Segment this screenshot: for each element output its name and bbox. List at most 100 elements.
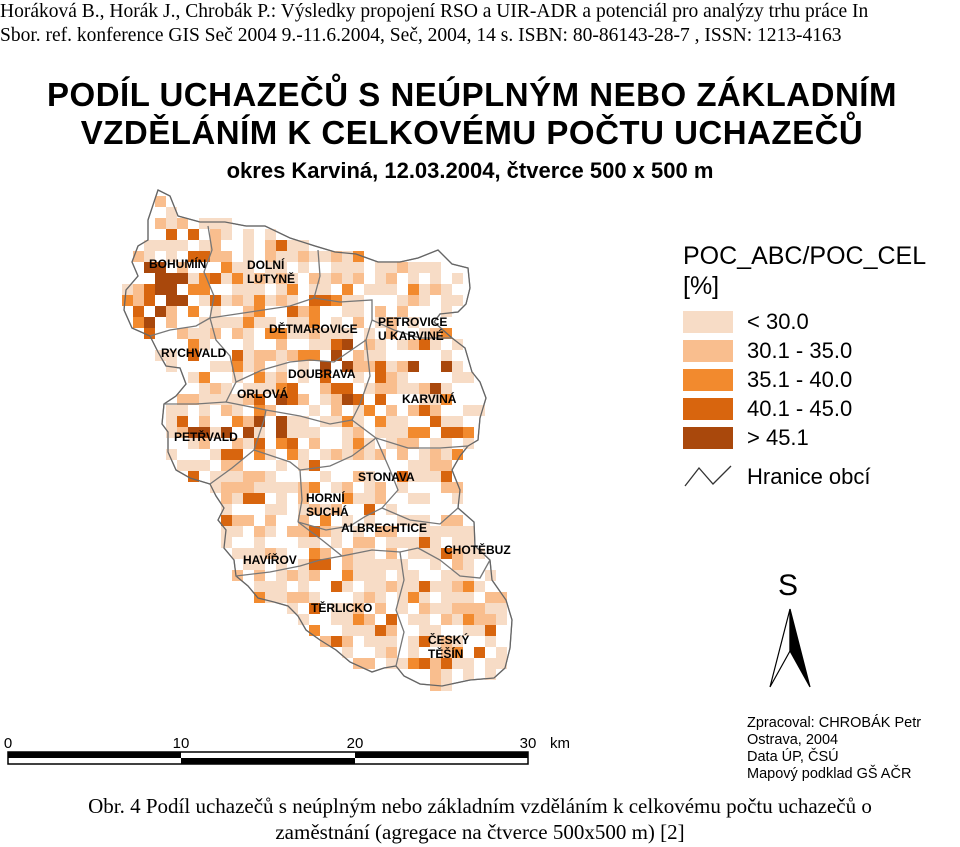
grid-cell [463, 405, 474, 416]
grid-cell [485, 636, 496, 647]
grid-cell [133, 317, 144, 328]
grid-cell [386, 537, 397, 548]
grid-cell [331, 328, 342, 339]
grid-cell [320, 372, 331, 383]
grid-cell [419, 614, 430, 625]
grid-cell [243, 284, 254, 295]
grid-cell [441, 416, 452, 427]
grid-cell [375, 273, 386, 284]
grid-cell [276, 504, 287, 515]
grid-cell [265, 504, 276, 515]
grid-cell [419, 471, 430, 482]
grid-cell [166, 251, 177, 262]
grid-cell [276, 482, 287, 493]
grid-cell [452, 537, 463, 548]
municipality-label: PETŘVALD [174, 429, 238, 444]
grid-cell [331, 273, 342, 284]
grid-cell [188, 394, 199, 405]
grid-cell [243, 262, 254, 273]
grid-cell [232, 471, 243, 482]
grid-cell [386, 427, 397, 438]
grid-cell [243, 361, 254, 372]
border-stonava-albrechtice [375, 437, 399, 509]
grid-cell [177, 273, 188, 284]
grid-cell [419, 460, 430, 471]
grid-cell [276, 383, 287, 394]
grid-cell [320, 548, 331, 559]
border-rychvald-orlova [209, 317, 237, 403]
grid-cell [331, 636, 342, 647]
legend-swatch [683, 368, 733, 391]
grid-cell [309, 460, 320, 471]
grid-cell [254, 317, 265, 328]
scale-segment [8, 752, 181, 758]
legend-class-1: < 30.0 [683, 307, 953, 336]
grid-cell [408, 614, 419, 625]
grid-cell [144, 295, 155, 306]
grid-cell [265, 383, 276, 394]
grid-cell [265, 372, 276, 383]
grid-cell [375, 383, 386, 394]
legend-border-label: Hranice obcí [747, 464, 871, 489]
grid-cell [408, 383, 419, 394]
grid-cell [364, 658, 375, 669]
grid-cell [309, 592, 320, 603]
grid-cell [353, 427, 364, 438]
grid-cell [397, 361, 408, 372]
grid-cell [386, 658, 397, 669]
grid-cell [166, 229, 177, 240]
border-karvina-stonava [351, 419, 469, 449]
grid-cell [386, 581, 397, 592]
grid-cell [408, 537, 419, 548]
north-label: S [778, 569, 798, 602]
grid-cell [496, 603, 507, 614]
grid-cell [287, 603, 298, 614]
grid-cell [441, 515, 452, 526]
grid-cell [298, 416, 309, 427]
grid-cell [287, 394, 298, 405]
grid-cell [441, 284, 452, 295]
grid-cell [287, 273, 298, 284]
grid-cell [386, 328, 397, 339]
grid-cell [397, 482, 408, 493]
grid-cell [463, 603, 474, 614]
grid-cell [452, 603, 463, 614]
scale-bar: 0 10 20 30 km [4, 735, 570, 765]
grid-cell [287, 295, 298, 306]
grid-cell [188, 427, 199, 438]
grid-cell [122, 284, 133, 295]
grid-cell [221, 515, 232, 526]
grid-cell [397, 570, 408, 581]
grid-cell [342, 284, 353, 295]
grid-cell [254, 449, 265, 460]
grid-cell [276, 361, 287, 372]
grid-cell [408, 647, 419, 658]
grid-cell [232, 493, 243, 504]
border-orlova-doubrava [235, 339, 367, 383]
grid-cell [188, 438, 199, 449]
grid-cell [232, 416, 243, 427]
grid-cell [441, 394, 452, 405]
grid-cell [199, 416, 210, 427]
legend-class-4: 40.1 - 45.0 [683, 394, 953, 423]
grid-cell [364, 614, 375, 625]
grid-cell [221, 295, 232, 306]
grid-cell [133, 251, 144, 262]
grid-cell [474, 548, 485, 559]
grid-cell [353, 471, 364, 482]
grid-cell [166, 416, 177, 427]
credits-place: Ostrava, 2004 [747, 732, 839, 748]
grid-cell [309, 603, 320, 614]
grid-cell [298, 526, 309, 537]
grid-cell [199, 273, 210, 284]
grid-cell [331, 262, 342, 273]
grid-cell [287, 350, 298, 361]
grid-cell [364, 548, 375, 559]
grid-cell [441, 669, 452, 680]
grid-cell [221, 394, 232, 405]
grid-cell [243, 328, 254, 339]
legend-label: 30.1 - 35.0 [747, 337, 853, 363]
grid-cell [463, 669, 474, 680]
grid-cell [188, 372, 199, 383]
